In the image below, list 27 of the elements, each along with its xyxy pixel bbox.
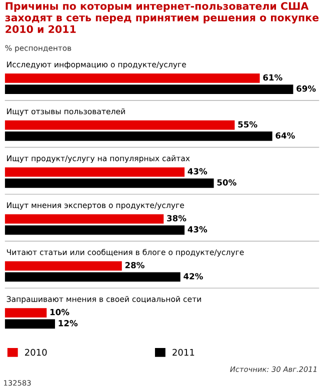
data-label: 69% — [296, 85, 316, 92]
data-label: 61% — [263, 74, 282, 81]
data-label: 64% — [276, 132, 295, 139]
data-label: 28% — [125, 262, 144, 268]
data-label: 38% — [167, 215, 186, 222]
bar — [4, 272, 180, 282]
bar — [4, 167, 185, 177]
chart-title: Причины по которым интернет-пользователи США заходят в сеть перед принятием решения о покупке 2010 и 2011 — [5, 2, 319, 34]
data-label: 55% — [238, 121, 258, 128]
bar — [4, 178, 214, 188]
legend-label: 2010 — [25, 348, 47, 356]
legend-label: 2011 — [172, 348, 194, 356]
data-label: 12% — [58, 320, 78, 326]
data-label: 42% — [184, 273, 203, 280]
bar — [4, 261, 122, 271]
data-label: 10% — [50, 308, 70, 316]
bar — [4, 132, 272, 141]
data-label: 43% — [188, 226, 208, 232]
bar — [4, 74, 260, 83]
data-label: 43% — [188, 168, 208, 174]
bar — [4, 319, 56, 329]
bar — [4, 214, 164, 224]
bar — [4, 120, 235, 130]
bar — [4, 308, 47, 318]
bar — [4, 84, 294, 94]
data-label: 50% — [217, 179, 236, 186]
bar — [4, 225, 185, 235]
